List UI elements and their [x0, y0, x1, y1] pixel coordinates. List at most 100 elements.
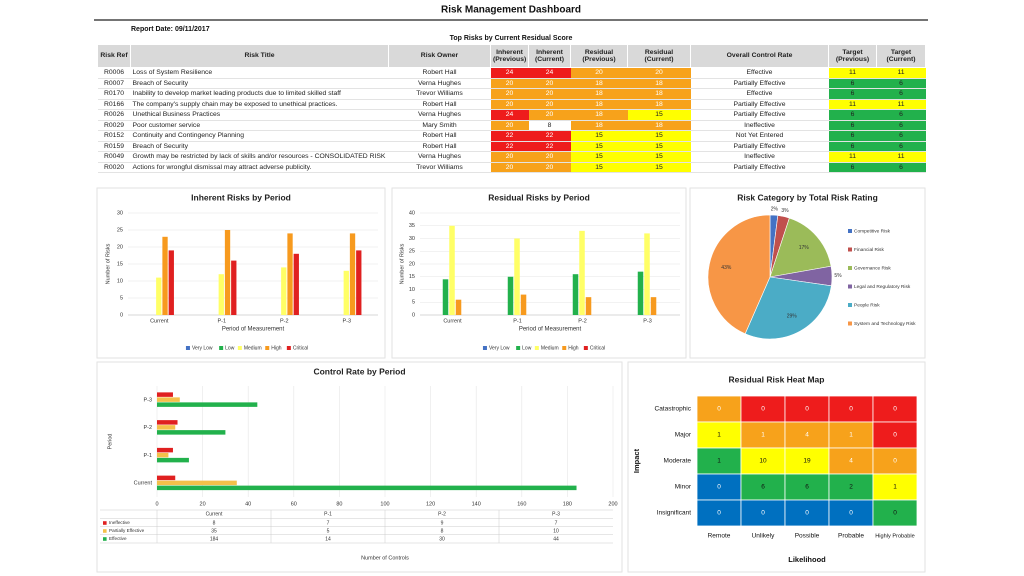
- legend-swatch: [286, 346, 291, 350]
- cell: R0166: [97, 99, 131, 110]
- bar: [157, 480, 237, 486]
- legend-label: Critical: [293, 345, 308, 351]
- cell: 11: [876, 99, 926, 110]
- x-tick-label: 100: [380, 501, 389, 507]
- cell: Effective: [690, 67, 829, 79]
- y-tick-label: P-3: [143, 397, 152, 403]
- cell-value: 0: [893, 510, 897, 517]
- cell: 15: [627, 109, 691, 121]
- risk-table: Risk Ref Risk Title Risk Owner Inherent (Pr…: [97, 44, 926, 173]
- y-tick-label: 20: [409, 261, 415, 267]
- cell: 20: [528, 151, 571, 163]
- pie-slice: [744, 276, 832, 340]
- bar: [585, 297, 592, 315]
- cell: 20: [570, 67, 628, 79]
- bar: [455, 299, 462, 315]
- bar: [157, 420, 178, 425]
- cell: Trevor Williams: [388, 88, 491, 100]
- legend-swatch: [219, 346, 224, 350]
- legend-swatch: [583, 346, 588, 350]
- legend-label: Financial Risk: [854, 247, 884, 253]
- column-header: Residual (Current): [627, 44, 691, 68]
- y-tick-label: 20: [117, 244, 123, 250]
- bar: [156, 277, 162, 315]
- legend-swatch: [848, 266, 852, 270]
- cell: Verna Hughes: [388, 151, 491, 163]
- y-tick-label: 15: [409, 274, 415, 280]
- cell-value: 1: [717, 458, 721, 465]
- x-tick-label: 140: [472, 501, 481, 507]
- cell: Unethical Business Practices: [130, 109, 389, 121]
- column-header: Inherent (Current): [528, 44, 571, 68]
- y-tick-label: 10: [409, 287, 415, 293]
- y-tick-label: 30: [409, 236, 415, 242]
- cell: Actions for wrongful dismissal may attra…: [130, 162, 389, 173]
- cell: 20: [528, 162, 571, 173]
- y-tick-label: 0: [412, 312, 415, 318]
- cell-value: 0: [717, 406, 721, 413]
- cell: 6: [876, 141, 926, 152]
- cell: 6: [828, 162, 877, 173]
- x-axis-label: Period of Measurement: [519, 327, 582, 333]
- bar: [162, 236, 168, 315]
- cell: 15: [570, 162, 628, 173]
- risk-row: R0170 Inability to develop market leading…: [97, 88, 926, 100]
- legend-swatch: [185, 346, 190, 350]
- legend-label: System and Technology Risk: [854, 321, 916, 327]
- bar: [231, 260, 237, 315]
- cell-value: 4: [849, 458, 853, 465]
- cell-value: 0: [805, 406, 809, 413]
- cell: 11: [828, 151, 877, 163]
- cell: Partially Effective: [690, 109, 829, 121]
- cell: 15: [627, 130, 691, 142]
- risk-row: R0159 Breach of Security Robert Hall 22 22 15…: [97, 141, 926, 152]
- cell-value: 0: [893, 432, 897, 439]
- bar: [442, 279, 449, 315]
- y-tick-label: 10: [117, 278, 123, 284]
- row-label: Insignificant: [657, 510, 692, 517]
- y-tick-label: 35: [409, 223, 415, 229]
- cell: 6: [876, 162, 926, 173]
- heat-cell: [784, 473, 830, 501]
- bar: [349, 233, 356, 315]
- cell: Growth may be restricted by lack of skil…: [130, 151, 389, 163]
- cell-value: 1: [717, 432, 721, 439]
- cell-value: 10: [759, 458, 767, 465]
- cell: R0170: [97, 88, 131, 100]
- report-date: Report Date: 09/11/2017: [131, 26, 210, 33]
- cell: 18: [570, 88, 628, 100]
- cell: Partially Effective: [690, 141, 829, 152]
- cell: 20: [490, 162, 529, 173]
- bar: [157, 430, 226, 435]
- cell: 15: [570, 151, 628, 163]
- cell: Breach of Security: [130, 78, 389, 89]
- y-tick-label: 5: [120, 295, 123, 301]
- cell: 20: [528, 78, 571, 89]
- y-tick-label: 15: [117, 261, 123, 267]
- heat-cell: [696, 447, 742, 475]
- column-header: Residual (Previous): [570, 44, 628, 68]
- chart-title: Control Rate by Period: [313, 366, 405, 376]
- table-cell: 7: [555, 520, 558, 526]
- bar: [507, 276, 514, 315]
- cell: Robert Hall: [388, 141, 491, 152]
- y-tick-label: 25: [117, 227, 123, 233]
- cell: R0029: [97, 120, 131, 131]
- legend-label: Ineffective: [109, 520, 130, 525]
- y-tick-label: 30: [117, 210, 123, 216]
- cell-value: 0: [849, 510, 853, 517]
- panel: [391, 187, 687, 359]
- bar: [157, 457, 189, 463]
- row-label: Catastrophic: [655, 406, 692, 413]
- table-header: P-2: [438, 511, 446, 517]
- row-label: Minor: [675, 484, 692, 491]
- cell: 11: [828, 99, 877, 110]
- cell-value: 0: [893, 406, 897, 413]
- cell: Partially Effective: [690, 162, 829, 173]
- legend-label: Medium: [244, 345, 262, 351]
- cell: Robert Hall: [388, 67, 491, 79]
- cell-value: 6: [761, 484, 765, 491]
- risk-row: R0026 Unethical Business Practices Verna H…: [97, 109, 926, 121]
- bar: [449, 225, 455, 315]
